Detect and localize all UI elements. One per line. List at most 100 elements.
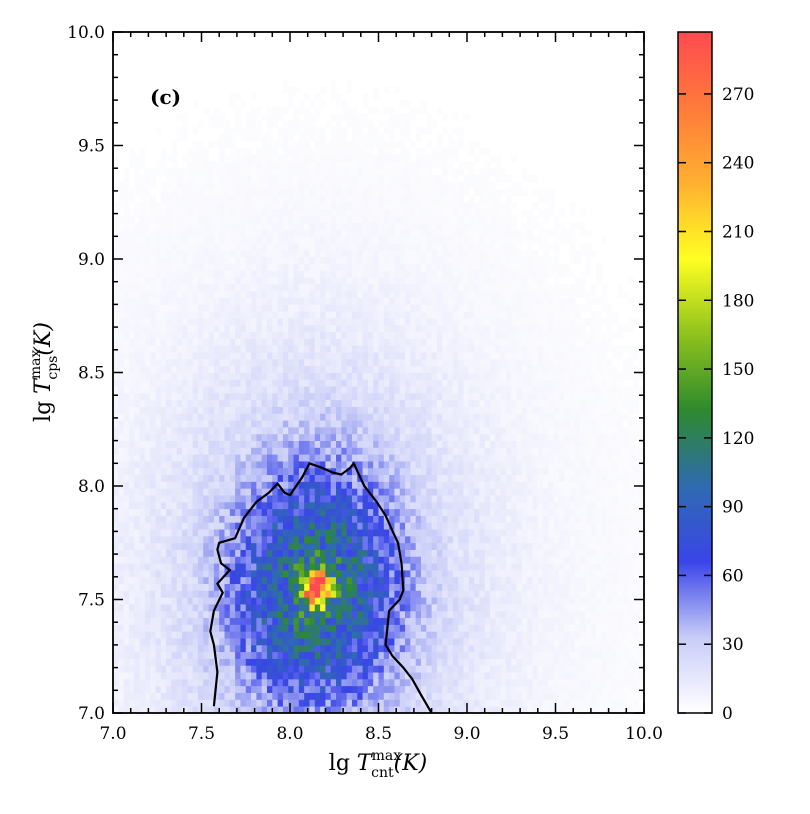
heatmap-cell — [123, 209, 130, 217]
heatmap-cell — [346, 699, 353, 707]
heatmap-cell — [160, 406, 167, 414]
heatmap-cell — [219, 529, 225, 537]
heatmap-cell — [171, 563, 178, 571]
heatmap-cell — [182, 358, 188, 367]
heatmap-cell — [420, 665, 427, 673]
heatmap-cell — [362, 188, 369, 196]
heatmap-cell — [341, 501, 348, 510]
heatmap-cell — [314, 692, 321, 700]
heatmap-cell — [171, 277, 178, 285]
heatmap-cell — [277, 617, 284, 625]
heatmap-cell — [277, 297, 284, 305]
heatmap-cell — [219, 188, 225, 196]
heatmap-cell — [118, 215, 125, 224]
heatmap-cell — [219, 467, 225, 476]
heatmap-cell — [139, 243, 146, 251]
heatmap-cell — [229, 386, 236, 394]
heatmap-cell — [394, 501, 401, 510]
heatmap-cell — [192, 604, 199, 612]
heatmap-cell — [256, 583, 263, 591]
heatmap-cell — [415, 338, 422, 346]
heatmap-cell — [139, 658, 146, 666]
heatmap-cell — [192, 263, 199, 271]
heatmap-cell — [219, 481, 225, 489]
heatmap-cell — [277, 529, 284, 537]
heatmap-cell — [203, 270, 209, 278]
heatmap-cell — [415, 474, 422, 482]
heatmap-cell — [309, 297, 316, 305]
heatmap-cell — [304, 222, 310, 230]
heatmap-cell — [378, 699, 385, 707]
heatmap-cell — [203, 597, 209, 605]
heatmap-cell — [288, 644, 294, 653]
heatmap-cell — [357, 209, 363, 217]
heatmap-cell — [314, 215, 321, 224]
heatmap-cell — [182, 563, 188, 571]
heatmap-cell — [144, 542, 151, 550]
heatmap-cell — [394, 154, 401, 162]
heatmap-cell — [282, 236, 289, 244]
heatmap-cell — [160, 665, 167, 673]
heatmap-cell — [383, 597, 390, 605]
heatmap-cell — [113, 263, 119, 271]
heatmap-cell — [197, 699, 204, 707]
heatmap-cell — [213, 597, 220, 605]
heatmap-cell — [235, 236, 241, 244]
heatmap-cell — [219, 154, 225, 162]
heatmap-cell — [166, 181, 172, 190]
heatmap-cell — [134, 549, 140, 557]
heatmap-cell — [219, 549, 225, 557]
heatmap-cell — [224, 678, 231, 687]
heatmap-cell — [261, 290, 268, 298]
heatmap-cell — [304, 631, 310, 639]
heatmap-cell — [351, 297, 358, 305]
heatmap-cell — [134, 386, 140, 394]
heatmap-cell — [282, 372, 289, 380]
heatmap-cell — [240, 304, 247, 312]
heatmap-cell — [171, 168, 178, 176]
heatmap-cell — [192, 168, 199, 176]
heatmap-cell — [213, 426, 220, 435]
heatmap-cell — [251, 406, 257, 414]
heatmap-cell — [160, 461, 167, 469]
heatmap-cell — [182, 331, 188, 339]
heatmap-cell — [134, 413, 140, 421]
heatmap-cell — [341, 406, 348, 414]
heatmap-cell — [325, 283, 332, 292]
heatmap-cell — [150, 501, 156, 510]
heatmap-cell — [266, 631, 273, 639]
heatmap-cell — [346, 651, 353, 659]
heatmap-cell — [325, 229, 332, 237]
heatmap-cell — [282, 420, 289, 428]
heatmap-cell — [378, 283, 385, 292]
heatmap-cell — [325, 461, 332, 469]
heatmap-cell — [134, 154, 140, 162]
heatmap-cell — [139, 542, 146, 550]
heatmap-cell — [341, 161, 348, 169]
heatmap-cell — [123, 699, 130, 707]
heatmap-cell — [128, 597, 135, 605]
heatmap-cell — [176, 386, 183, 394]
heatmap-cell — [293, 358, 300, 367]
heatmap-cell — [357, 263, 363, 271]
heatmap-cell — [420, 590, 427, 598]
heatmap-cell — [245, 515, 252, 523]
heatmap-cell — [128, 569, 135, 578]
heatmap-cell — [277, 426, 284, 435]
heatmap-cell — [197, 147, 204, 155]
heatmap-cell — [282, 229, 289, 237]
heatmap-cell — [320, 392, 326, 401]
heatmap-cell — [187, 604, 194, 612]
heatmap-cell — [166, 454, 172, 462]
heatmap-cell — [139, 549, 146, 557]
heatmap-cell — [160, 651, 167, 659]
heatmap-cell — [351, 175, 358, 183]
heatmap-cell — [192, 535, 199, 544]
heatmap-cell — [325, 481, 332, 489]
heatmap-cell — [293, 249, 300, 258]
heatmap-cell — [399, 379, 406, 387]
heatmap-cell — [336, 154, 342, 162]
heatmap-cell — [224, 127, 231, 135]
heatmap-cell — [362, 495, 369, 503]
heatmap-cell — [304, 692, 310, 700]
